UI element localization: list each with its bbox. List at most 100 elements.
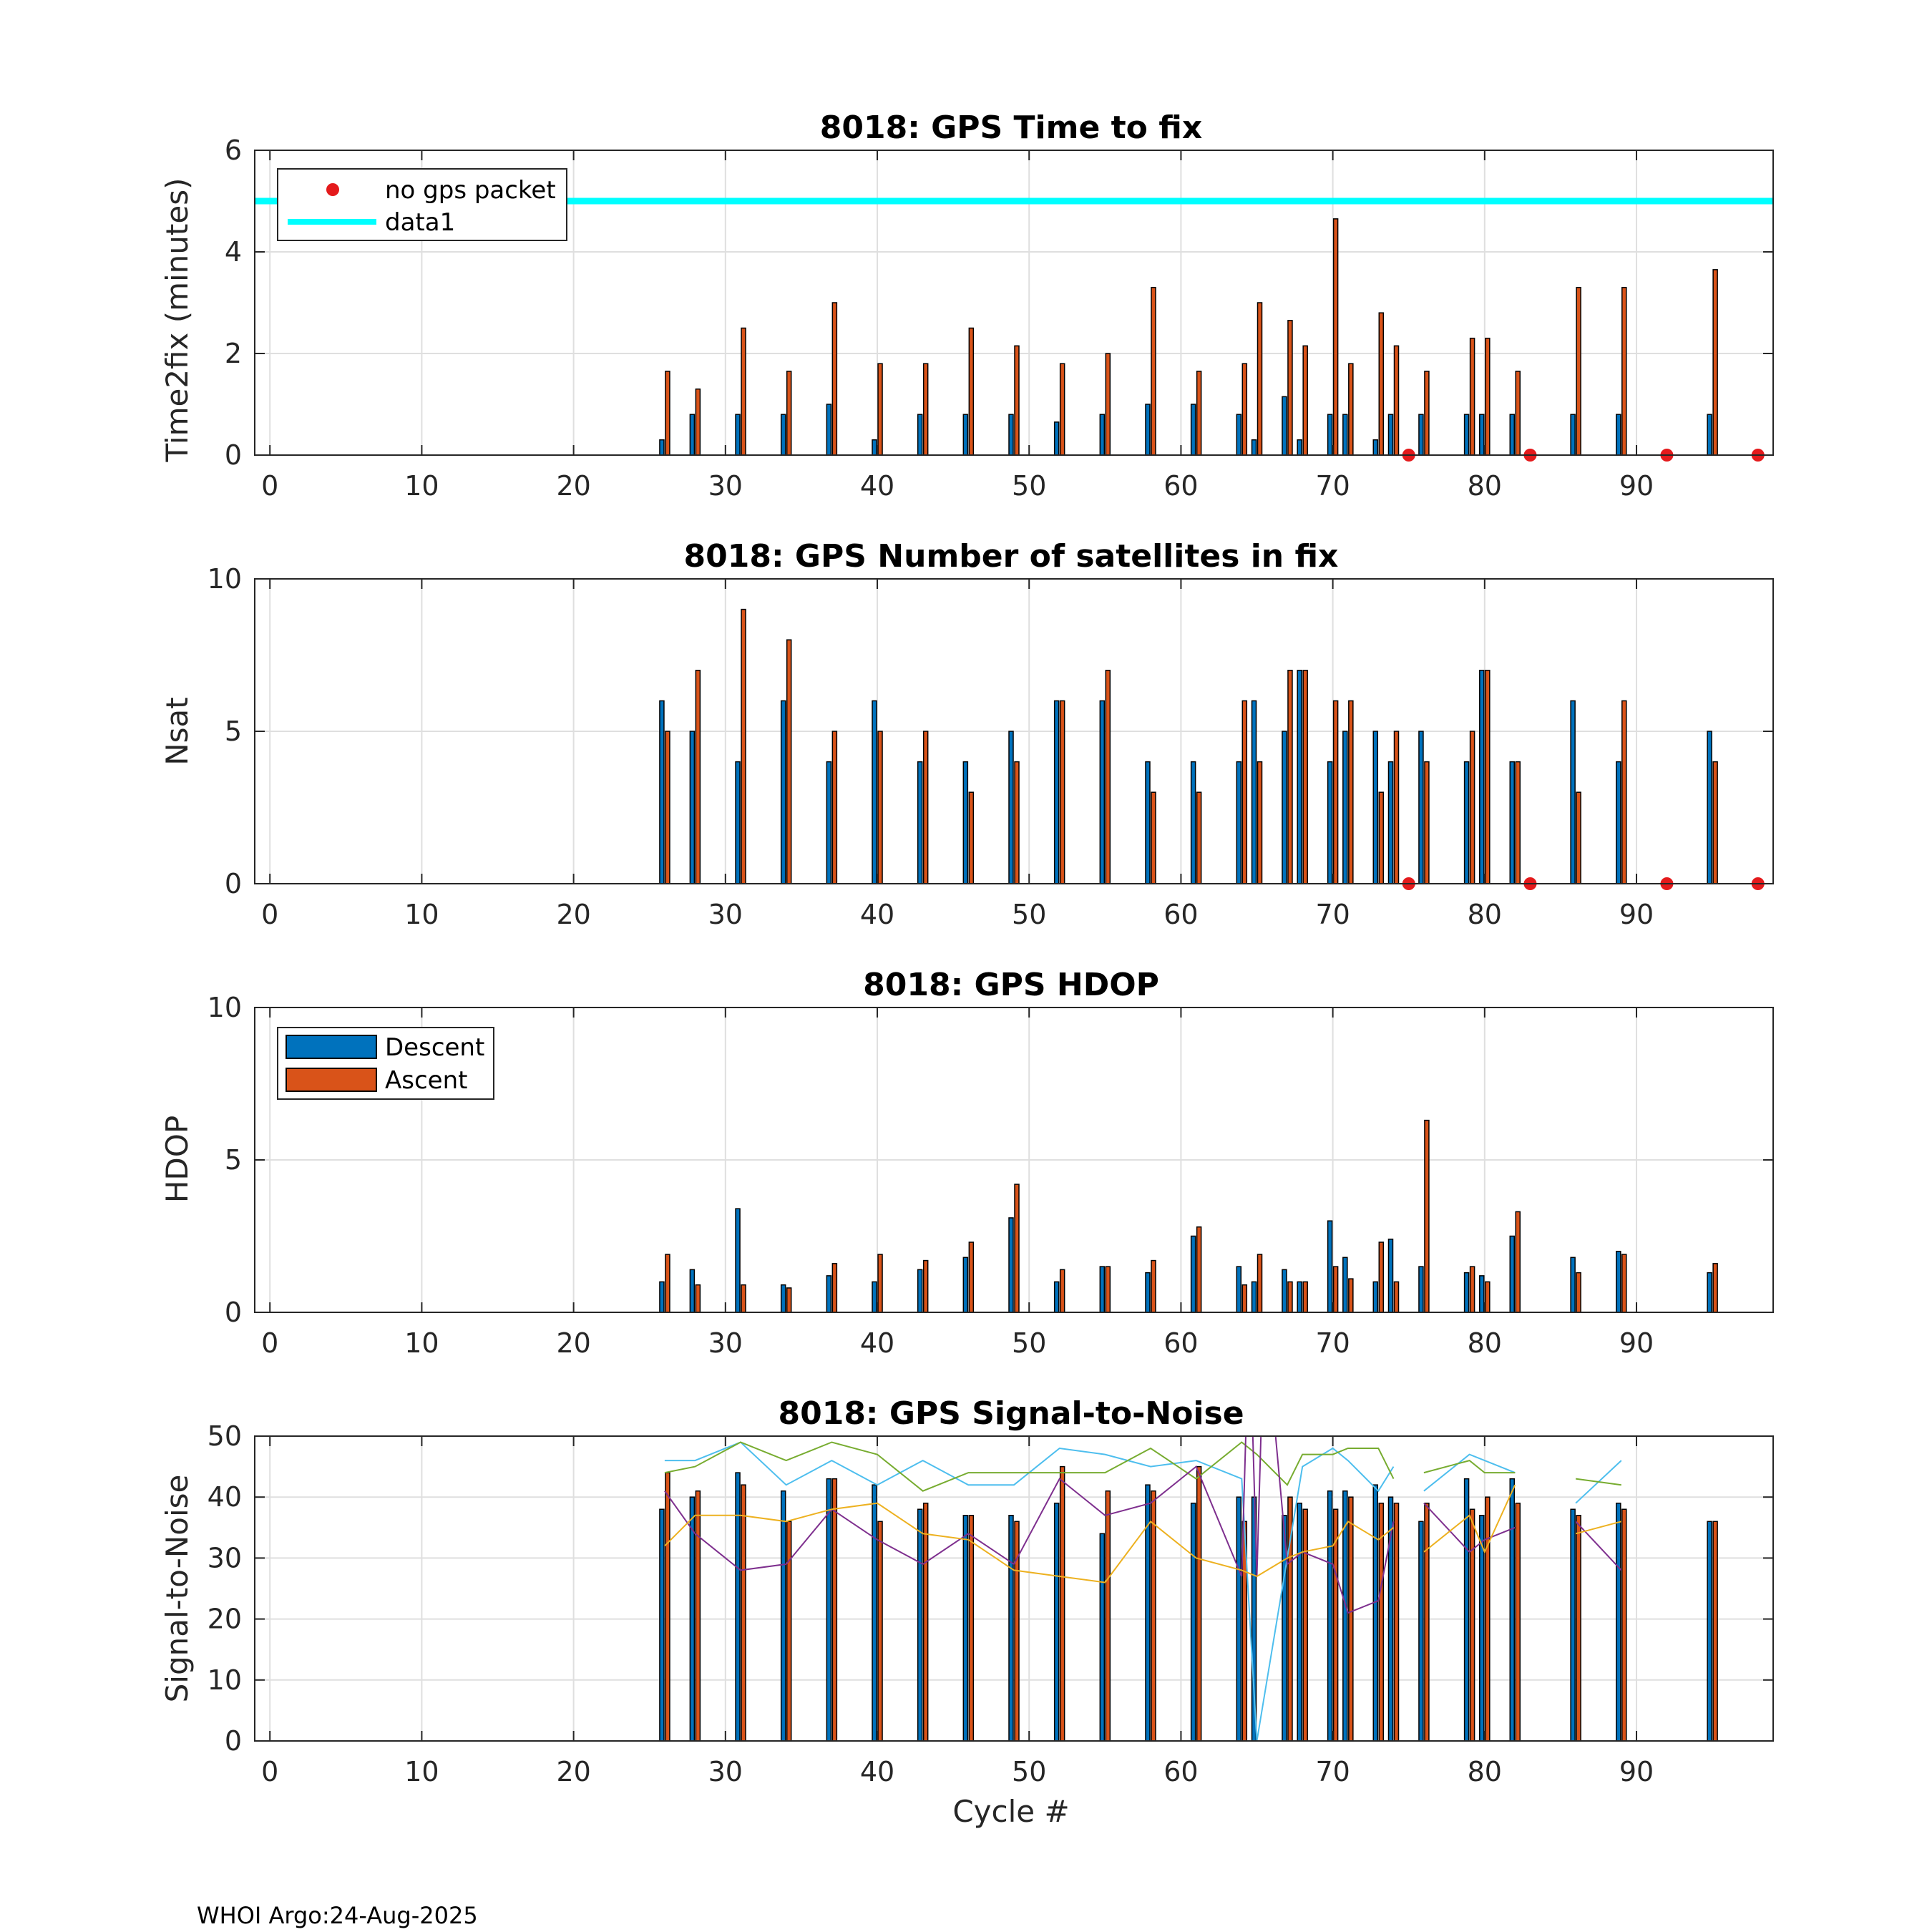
nsat-descent-bar <box>1327 761 1333 884</box>
snr-descent-bar <box>689 1496 696 1742</box>
snr-axes-border <box>254 1435 1774 1742</box>
time-to-fix-descent-bar <box>1236 414 1242 456</box>
snr-axes-box <box>254 1435 1774 1742</box>
snr-ascent-bar <box>1196 1465 1202 1742</box>
nsat-ascent-bar <box>1257 761 1263 884</box>
snr-x-tick-label: 70 <box>1315 1756 1350 1787</box>
hdop-ascent-bar <box>1576 1272 1581 1313</box>
snr-lines <box>664 1436 1622 1741</box>
hdop-ascent-bar <box>831 1263 838 1313</box>
hdop-descent-bar <box>780 1284 786 1313</box>
hdop-ascent-bar <box>1014 1184 1020 1313</box>
snr-x-tick-label: 10 <box>404 1756 439 1787</box>
nsat-ascent-bar <box>1485 670 1491 884</box>
snr-descent-bar <box>872 1484 877 1742</box>
hdop-ascent-bar <box>1332 1266 1339 1313</box>
snr-ascent-bar <box>1515 1502 1521 1742</box>
snr-descent-bar <box>1418 1521 1424 1742</box>
time-to-fix-ascent-bar <box>786 371 792 456</box>
nsat-ascent-bar <box>1332 700 1339 884</box>
snr-descent-bar <box>1616 1502 1621 1742</box>
time-to-fix-descent-bar <box>1707 414 1712 456</box>
hdop-x-tick-label: 20 <box>556 1327 590 1359</box>
snr-descent-bar <box>1297 1502 1302 1742</box>
hdop-descent-bar <box>1236 1266 1242 1313</box>
nsat-x-tick-label: 10 <box>404 899 439 930</box>
hdop-y-tick-label: 0 <box>225 1297 242 1328</box>
snr-descent-bar <box>1236 1496 1242 1742</box>
time-to-fix-panel: 8018: GPS Time to fix Time2fix (minutes)… <box>160 109 1774 502</box>
nsat-descent-bar <box>1387 761 1394 884</box>
time-to-fix-descent-bar <box>1145 404 1151 456</box>
nsat-descent-bar <box>780 700 786 884</box>
nsat-ascent-bar <box>968 791 975 884</box>
hdop-descent-bar <box>1616 1251 1621 1313</box>
hdop-descent-bar <box>872 1281 877 1313</box>
time-to-fix-descent-bar <box>780 414 786 456</box>
snr-y-tick-label: 30 <box>208 1542 242 1574</box>
hdop-descent-bar <box>1145 1272 1151 1313</box>
snr-x-tick-label: 90 <box>1619 1756 1654 1787</box>
hdop-descent-bar <box>962 1257 969 1313</box>
time-to-fix-descent-bar <box>1509 414 1516 456</box>
hdop-ascent-bar <box>1348 1278 1354 1313</box>
time-to-fix-ascent-bar <box>877 363 883 456</box>
hdop-panel: 8018: GPS HDOP HDOP 0 10 20 30 40 50 60 70 80 900… <box>160 967 1774 1359</box>
snr-ascent-bar <box>1393 1502 1400 1742</box>
hdop-descent-bar <box>689 1269 696 1313</box>
snr-descent-bar <box>780 1490 786 1742</box>
hdop-descent-bar <box>1099 1266 1106 1313</box>
time-to-fix-descent-bar <box>1251 439 1257 456</box>
time-to-fix-descent-bar <box>1463 414 1470 456</box>
snr-descent-bar <box>1008 1515 1014 1742</box>
nsat-descent-bar <box>1236 761 1242 884</box>
snr-ascent-bar <box>1105 1490 1111 1742</box>
time-to-fix-x-tick-label: 10 <box>404 470 439 502</box>
nsat-x-tick-label: 60 <box>1163 899 1198 930</box>
nsat-descent-bar <box>1616 761 1621 884</box>
hdop-x-tick-label: 60 <box>1163 1327 1198 1359</box>
hdop-ascent-bar <box>1469 1266 1475 1313</box>
snr-x-tick-label: 80 <box>1468 1756 1502 1787</box>
snr-y-tick-label: 20 <box>208 1604 242 1635</box>
nsat-ascent-bar <box>831 731 838 884</box>
time-to-fix-x-tick-label: 40 <box>860 470 894 502</box>
snr-y-tick-label: 40 <box>208 1481 242 1513</box>
hdop-ascent-bar <box>1287 1281 1293 1313</box>
legend-descent-label: Descent <box>385 1033 484 1062</box>
hdop-ascent-bar <box>1257 1254 1263 1313</box>
hdop-ascent-bar <box>1378 1241 1385 1313</box>
time-to-fix-ascent-bar <box>665 371 670 456</box>
hdop-ascent-bar <box>1393 1281 1400 1313</box>
nsat-ylabel: Nsat <box>160 697 195 766</box>
snr-descent-bar <box>1327 1490 1333 1742</box>
time-to-fix-ascent-bar <box>1393 345 1400 456</box>
hdop-ascent-bar <box>695 1284 701 1313</box>
time-to-fix-ascent-bar <box>1348 363 1354 456</box>
snr-x-tick-label: 20 <box>556 1756 590 1787</box>
snr-descent-bar <box>735 1472 741 1742</box>
snr-x-tick-label: 30 <box>708 1756 743 1787</box>
time-to-fix-title: 8018: GPS Time to fix <box>820 109 1202 146</box>
hdop-ascent-bar <box>1196 1226 1202 1313</box>
legend-data1-label: data1 <box>385 208 455 237</box>
snr-line-4 <box>664 1484 1622 1584</box>
nsat-ascent-bar <box>1302 670 1308 884</box>
time-to-fix-legend: no gps packet data1 <box>277 168 567 241</box>
time-to-fix-descent-bar <box>1099 414 1106 456</box>
hdop-descent-bar <box>1509 1235 1516 1313</box>
snr-ylabel: Signal-to-Noise <box>160 1475 195 1703</box>
time-to-fix-descent-bar <box>826 404 832 456</box>
nsat-descent-bar <box>1145 761 1151 884</box>
snr-ticks: 0 10 20 30 40 50 60 70 80 90 0 10 20 30 40 50 <box>208 1420 1774 1787</box>
time-to-fix-x-tick-label: 50 <box>1012 470 1046 502</box>
nsat-ascent-bar <box>922 731 929 884</box>
nsat-ascent-bar <box>1712 761 1718 884</box>
time-to-fix-ascent-bar <box>1105 353 1111 456</box>
hdop-descent-bar <box>1282 1269 1287 1313</box>
nsat-descent-bar <box>1053 700 1060 884</box>
hdop-x-tick-label: 70 <box>1315 1327 1350 1359</box>
hdop-ascent-bar <box>1105 1266 1111 1313</box>
time-to-fix-x-tick-label: 80 <box>1468 470 1502 502</box>
